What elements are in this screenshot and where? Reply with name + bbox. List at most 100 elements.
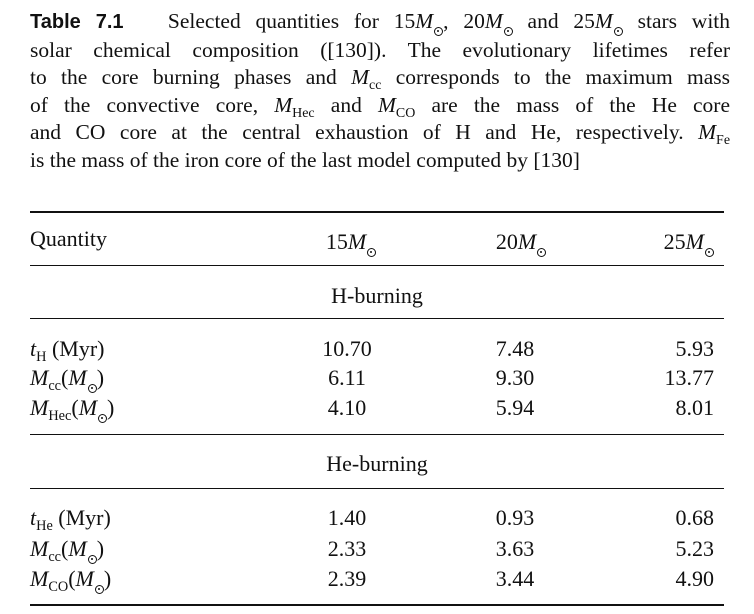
cell-value: 6.11 [328, 365, 366, 390]
mass-symbol: M [351, 65, 369, 89]
caption-text: to the core burning phases and [30, 65, 337, 89]
row-unit: (Myr) [46, 336, 105, 361]
row-unit: (Myr) [52, 505, 111, 530]
table-bottom-rule [30, 604, 724, 606]
header-15msun: 15M [296, 229, 406, 257]
row-label-MHec: MHec(M) [30, 395, 115, 424]
subscript: Hec [48, 408, 72, 424]
row-label-tHe: tHe (Myr) [30, 505, 111, 534]
cell-value: 10.70 [322, 336, 372, 361]
mass-symbol: M [68, 536, 87, 561]
mass-symbol: M [594, 9, 613, 33]
mass-symbol: M [685, 229, 704, 254]
subscript: H [36, 349, 47, 365]
sun-symbol-icon [94, 584, 104, 594]
header-mass-value: 20 [495, 229, 518, 254]
mass-symbol: M [274, 92, 293, 117]
subscript: CO [395, 105, 416, 121]
cell-value: 0.68 [675, 505, 715, 530]
cell-value: 4.90 [675, 566, 715, 591]
mass-symbol: M [68, 365, 87, 390]
subscript: cc [48, 378, 62, 394]
section-title-h-burning: H-burning [331, 283, 423, 308]
subscript: cc [369, 77, 382, 93]
caption-text: , 20 [443, 9, 485, 33]
cell-value: 1.40 [327, 505, 367, 530]
cell-value: 13.77 [664, 365, 715, 390]
mass-symbol: M [698, 120, 717, 144]
row-label-tH: tH (Myr) [30, 336, 105, 365]
section-rule [30, 434, 724, 436]
mass-symbol: M [415, 9, 434, 33]
caption-text: Selected quantities for 15 [167, 9, 416, 33]
sun-symbol-icon [367, 247, 377, 257]
cell-value: 5.94 [495, 395, 535, 420]
caption-line-6: is the mass of the iron core of the last… [30, 147, 580, 172]
cell-value: 3.44 [495, 566, 535, 591]
caption-text: and CO core at the central exhaustion of… [30, 120, 684, 144]
sun-symbol-icon [503, 26, 513, 36]
table-top-rule [30, 211, 724, 213]
row-symbol: M [30, 395, 49, 420]
row-label-Mcc: Mcc(M) [30, 365, 105, 394]
sun-symbol-icon [87, 383, 97, 393]
cell-value: 8.01 [675, 395, 715, 420]
mass-symbol: M [347, 229, 367, 254]
mass-symbol: M [517, 229, 537, 254]
cell-value: 2.33 [327, 536, 367, 561]
cell-value: 9.30 [495, 365, 535, 390]
mass-symbol: M [78, 395, 98, 420]
caption-text: of the convective core, [30, 92, 259, 117]
caption-line-2: solar chemical composition ([130]). The … [30, 37, 730, 62]
table-caption: Table 7.1 Selected quantities for 15M, 2… [30, 8, 730, 174]
caption-text: stars with [622, 9, 731, 33]
header-mass-value: 15 [325, 229, 348, 254]
cell-value: 2.39 [327, 566, 367, 591]
caption-line-5: and CO core at the central exhaustion of… [30, 119, 730, 147]
caption-text: corresponds to the maximum mass [395, 65, 731, 89]
cell-value: 3.63 [495, 536, 535, 561]
row-label-Mcc: Mcc(M) [30, 536, 105, 565]
subscript: cc [48, 549, 62, 565]
subscript: Hec [292, 105, 315, 121]
row-symbol: t [30, 336, 37, 361]
row-label-MCO: MCO(M) [30, 566, 112, 595]
cell-value: 4.10 [327, 395, 367, 420]
cell-value: 7.48 [495, 336, 535, 361]
sun-symbol-icon [434, 26, 444, 36]
cell-value: 5.23 [675, 536, 715, 561]
row-symbol: M [30, 365, 49, 390]
caption-text: and [330, 92, 362, 117]
row-symbol: t [30, 505, 37, 530]
sun-symbol-icon [537, 247, 547, 257]
cell-value: 5.93 [675, 336, 715, 361]
row-symbol: M [30, 566, 49, 591]
row-symbol: M [30, 536, 49, 561]
section-title-he-burning: He-burning [326, 451, 428, 476]
table-label: Table 7.1 [30, 11, 124, 33]
header-quantity: Quantity [30, 226, 107, 251]
header-rule [30, 265, 724, 267]
caption-text: are the mass of the He core [431, 92, 731, 117]
sun-symbol-icon [705, 247, 714, 257]
cell-value: 0.93 [495, 505, 535, 530]
mass-symbol: M [75, 566, 94, 591]
subscript: CO [48, 579, 69, 595]
header-20msun: 20M [466, 229, 576, 257]
section-rule [30, 318, 724, 320]
caption-line-3: to the core burning phases and Mcc corre… [30, 64, 730, 92]
sun-symbol-icon [613, 26, 623, 36]
mass-symbol: M [484, 9, 503, 33]
header-25msun: 25M [600, 229, 714, 257]
subscript: He [36, 518, 53, 534]
section-rule [30, 488, 724, 490]
mass-symbol: M [377, 92, 396, 117]
caption-line-4: of the convective core, MHec and MCO are… [30, 92, 730, 120]
header-mass-value: 25 [663, 229, 686, 254]
sun-symbol-icon [87, 554, 97, 564]
caption-line-1: Table 7.1 Selected quantities for 15M, 2… [30, 8, 730, 37]
caption-text: and 25 [512, 9, 595, 33]
subscript: Fe [716, 132, 731, 148]
sun-symbol-icon [98, 413, 108, 423]
